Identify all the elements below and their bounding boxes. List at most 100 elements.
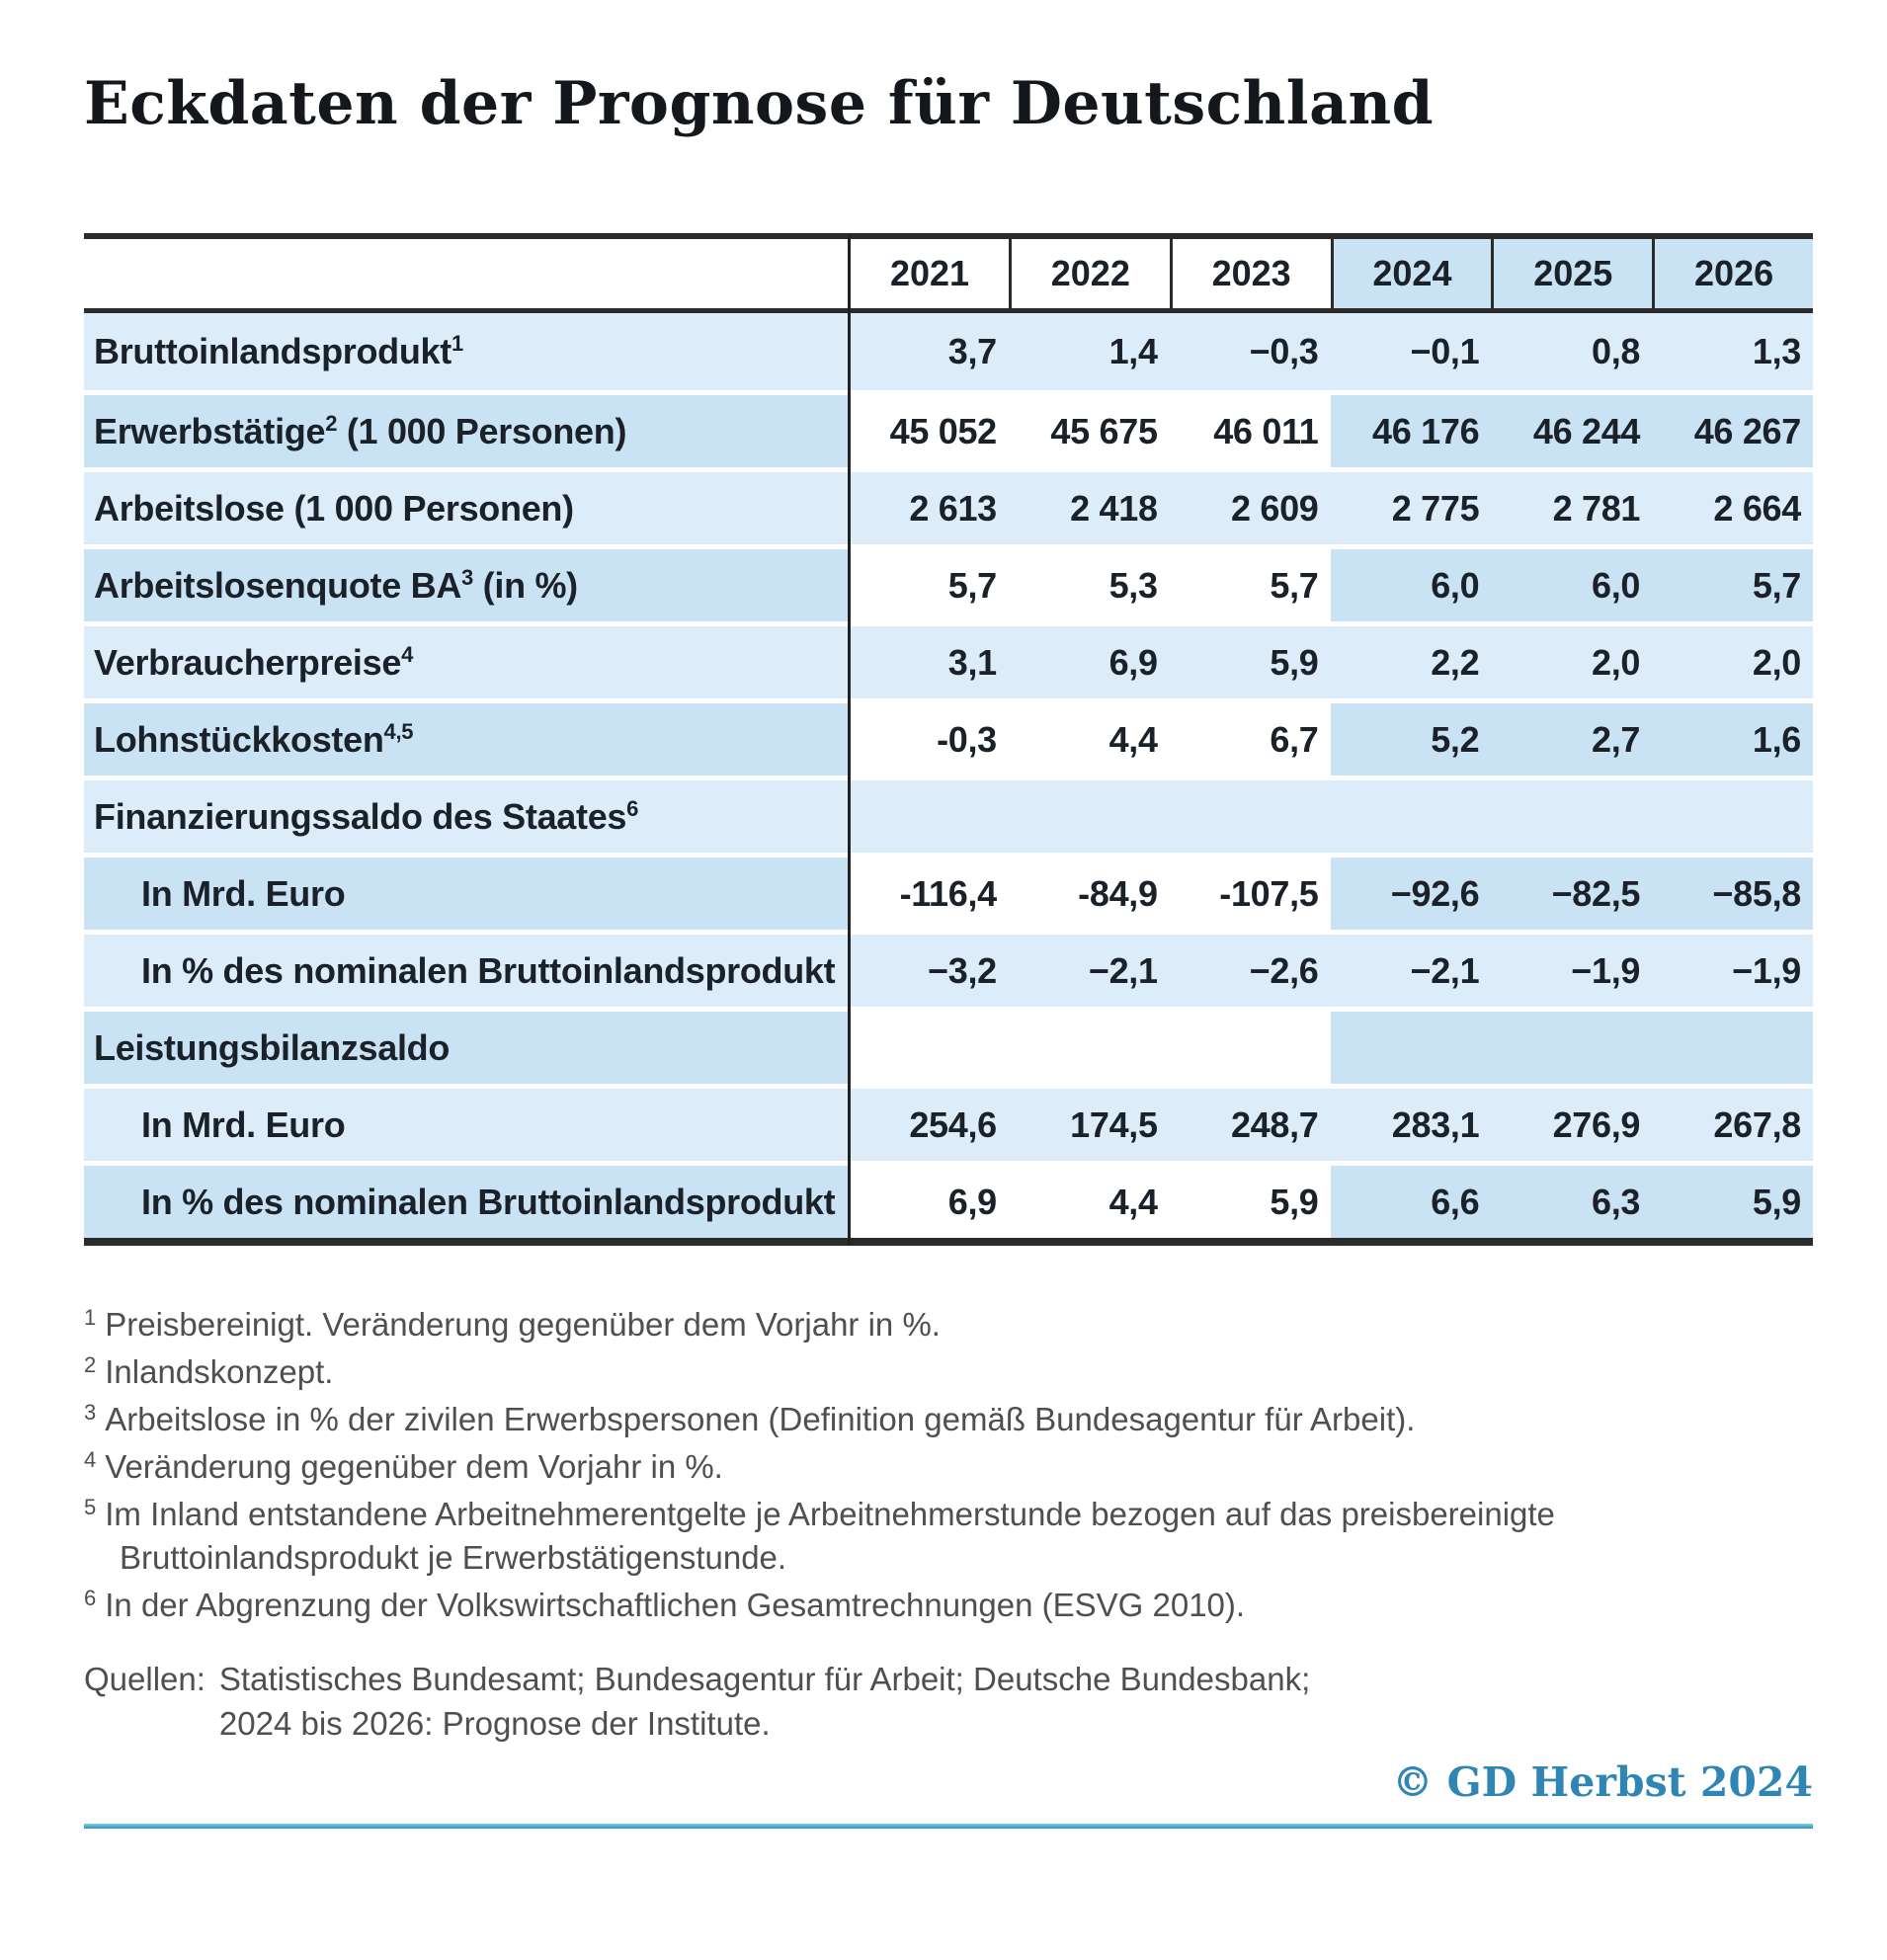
footnote-text: In der Abgrenzung der Volkswirtschaftlic…: [105, 1587, 1246, 1624]
cell-value: 46 011: [1169, 390, 1331, 467]
cell-value-forecast: −1,9: [1491, 930, 1653, 1007]
table-row-current-account-pct: In % des nominalen Bruttoinlandsprodukt …: [84, 1161, 1813, 1238]
footnote-text: Arbeitslose in % der zivilen Erwerbspers…: [105, 1400, 1416, 1437]
footnote-1: 1 Preisbereinigt. Veränderung gegenüber d…: [84, 1303, 1813, 1348]
cell-value-forecast: 6,6: [1330, 1161, 1492, 1238]
row-label: In Mrd. Euro: [84, 1084, 849, 1161]
cell-value-forecast: 5,2: [1330, 698, 1492, 776]
cell-empty: [1330, 1007, 1492, 1084]
footnote-marker: 4: [84, 1446, 97, 1472]
cell-empty: [1169, 776, 1331, 853]
cell-value: 3,7: [848, 313, 1009, 390]
cell-value: 254,6: [848, 1084, 1009, 1161]
footnote-ref: 6: [626, 795, 639, 821]
cell-value: 4,4: [1008, 1161, 1170, 1238]
year-header-2023: 2023: [1169, 239, 1331, 313]
table-row-consumer-prices: Verbraucherpreise4 3,1 6,9 5,9 2,2 2,0 2…: [84, 621, 1813, 698]
cell-empty: [1330, 776, 1492, 853]
row-label: In % des nominalen Bruttoinlandsprodukt: [84, 930, 849, 1007]
footnote-3: 3 Arbeitslose in % der zivilen Erwerbsper…: [84, 1398, 1813, 1442]
footnote-marker: 3: [84, 1399, 97, 1425]
table-section-current-account: Leistungsbilanzsaldo: [84, 1007, 1813, 1084]
cell-value: 5,3: [1008, 544, 1170, 621]
table-row-gov-balance-pct: In % des nominalen Bruttoinlandsprodukt …: [84, 930, 1813, 1007]
cell-value-forecast: 1,6: [1652, 698, 1813, 776]
label-column-divider: [848, 233, 851, 1246]
cell-value: 5,9: [1169, 1161, 1331, 1238]
cell-value: −2,6: [1169, 930, 1331, 1007]
cell-value-forecast: 2 775: [1330, 467, 1492, 544]
cell-value: -107,5: [1169, 853, 1331, 930]
cell-value-forecast: −0,1: [1330, 313, 1492, 390]
cell-value: 2 613: [848, 467, 1009, 544]
sources-line-1: Statistisches Bundesamt; Bundesagentur f…: [218, 1661, 1311, 1698]
cell-value-forecast: −1,9: [1652, 930, 1813, 1007]
cell-empty: [1652, 1007, 1813, 1084]
cell-value-forecast: −2,1: [1330, 930, 1492, 1007]
row-label: Erwerbstätige2 (1 000 Personen): [84, 390, 849, 467]
sources-line-2: 2024 bis 2026: Prognose der Institute.: [218, 1705, 771, 1742]
table-row-unemployment-rate: Arbeitslosenquote BA3 (in %) 5,7 5,3 5,7…: [84, 544, 1813, 621]
year-header-2021: 2021: [848, 239, 1009, 313]
cell-empty: [1008, 776, 1170, 853]
cell-value-forecast: 46 267: [1652, 390, 1813, 467]
cell-value-forecast: 2 664: [1652, 467, 1813, 544]
cell-value-forecast: 1,3: [1652, 313, 1813, 390]
table-row-employed: Erwerbstätige2 (1 000 Personen) 45 052 4…: [84, 390, 1813, 467]
footnote-marker: 1: [84, 1305, 97, 1330]
row-label: Lohnstückkosten4,5: [84, 698, 849, 776]
cell-empty: [1491, 776, 1653, 853]
cell-value: −2,1: [1008, 930, 1170, 1007]
footnote-ref: 4,5: [383, 718, 414, 744]
bottom-rule: [84, 1823, 1813, 1829]
forecast-table: 2021 2022 2023 2024 2025 2026 Bruttoinla…: [84, 233, 1813, 1246]
cell-value: 45 675: [1008, 390, 1170, 467]
cell-empty: [1652, 776, 1813, 853]
cell-empty: [1169, 1007, 1331, 1084]
cell-empty: [1491, 1007, 1653, 1084]
cell-value: 4,4: [1008, 698, 1170, 776]
cell-value-forecast: −82,5: [1491, 853, 1653, 930]
cell-value: 174,5: [1008, 1084, 1170, 1161]
section-label: Finanzierungssaldo des Staates6: [84, 776, 849, 853]
cell-empty: [1008, 1007, 1170, 1084]
cell-value-forecast: 276,9: [1491, 1084, 1653, 1161]
footnote-ref: 4: [401, 641, 414, 667]
cell-value: 6,9: [1008, 621, 1170, 698]
cell-value: −3,2: [848, 930, 1009, 1007]
footnote-2: 2 Inlandskonzept.: [84, 1350, 1813, 1395]
cell-value-forecast: 283,1: [1330, 1084, 1492, 1161]
year-header-2025: 2025: [1491, 239, 1653, 313]
cell-value-forecast: 2,7: [1491, 698, 1653, 776]
table-header-row: 2021 2022 2023 2024 2025 2026: [84, 239, 1813, 313]
table-row-unit-labour-costs: Lohnstückkosten4,5 -0,3 4,4 6,7 5,2 2,7 …: [84, 698, 1813, 776]
footnote-text: Im Inland entstandene Arbeitnehmerentgel…: [105, 1495, 1555, 1577]
cell-value: −0,3: [1169, 313, 1331, 390]
year-header-2026: 2026: [1652, 239, 1813, 313]
label-column-header: [84, 239, 849, 313]
table-section-government-balance: Finanzierungssaldo des Staates6: [84, 776, 1813, 853]
cell-value-forecast: 46 244: [1491, 390, 1653, 467]
cell-value: 6,9: [848, 1161, 1009, 1238]
cell-value-forecast: 2,2: [1330, 621, 1492, 698]
cell-value-forecast: 0,8: [1491, 313, 1653, 390]
cell-value-forecast: 5,7: [1652, 544, 1813, 621]
cell-value-forecast: 5,9: [1652, 1161, 1813, 1238]
footnote-text: Veränderung gegenüber dem Vorjahr in %.: [105, 1447, 723, 1485]
footnote-ref: 3: [461, 564, 473, 590]
footnote-text: Inlandskonzept.: [105, 1352, 334, 1390]
footnotes: 1 Preisbereinigt. Veränderung gegenüber d…: [84, 1303, 1813, 1628]
footnote-marker: 2: [84, 1351, 97, 1377]
table-row-gov-balance-eur: In Mrd. Euro -116,4 -84,9 -107,5 −92,6 −…: [84, 853, 1813, 930]
table-row-current-account-eur: In Mrd. Euro 254,6 174,5 248,7 283,1 276…: [84, 1084, 1813, 1161]
cell-value: -116,4: [848, 853, 1009, 930]
cell-value-forecast: 2,0: [1491, 621, 1653, 698]
cell-value: -84,9: [1008, 853, 1170, 930]
cell-value-forecast: 2 781: [1491, 467, 1653, 544]
sources-lines: Statistisches Bundesamt; Bundesagentur f…: [219, 1658, 1310, 1747]
cell-value-forecast: 46 176: [1330, 390, 1492, 467]
copyright-credit: © GD Herbst 2024: [1392, 1757, 1813, 1806]
cell-value: 6,7: [1169, 698, 1331, 776]
footnote-marker: 5: [84, 1494, 97, 1519]
